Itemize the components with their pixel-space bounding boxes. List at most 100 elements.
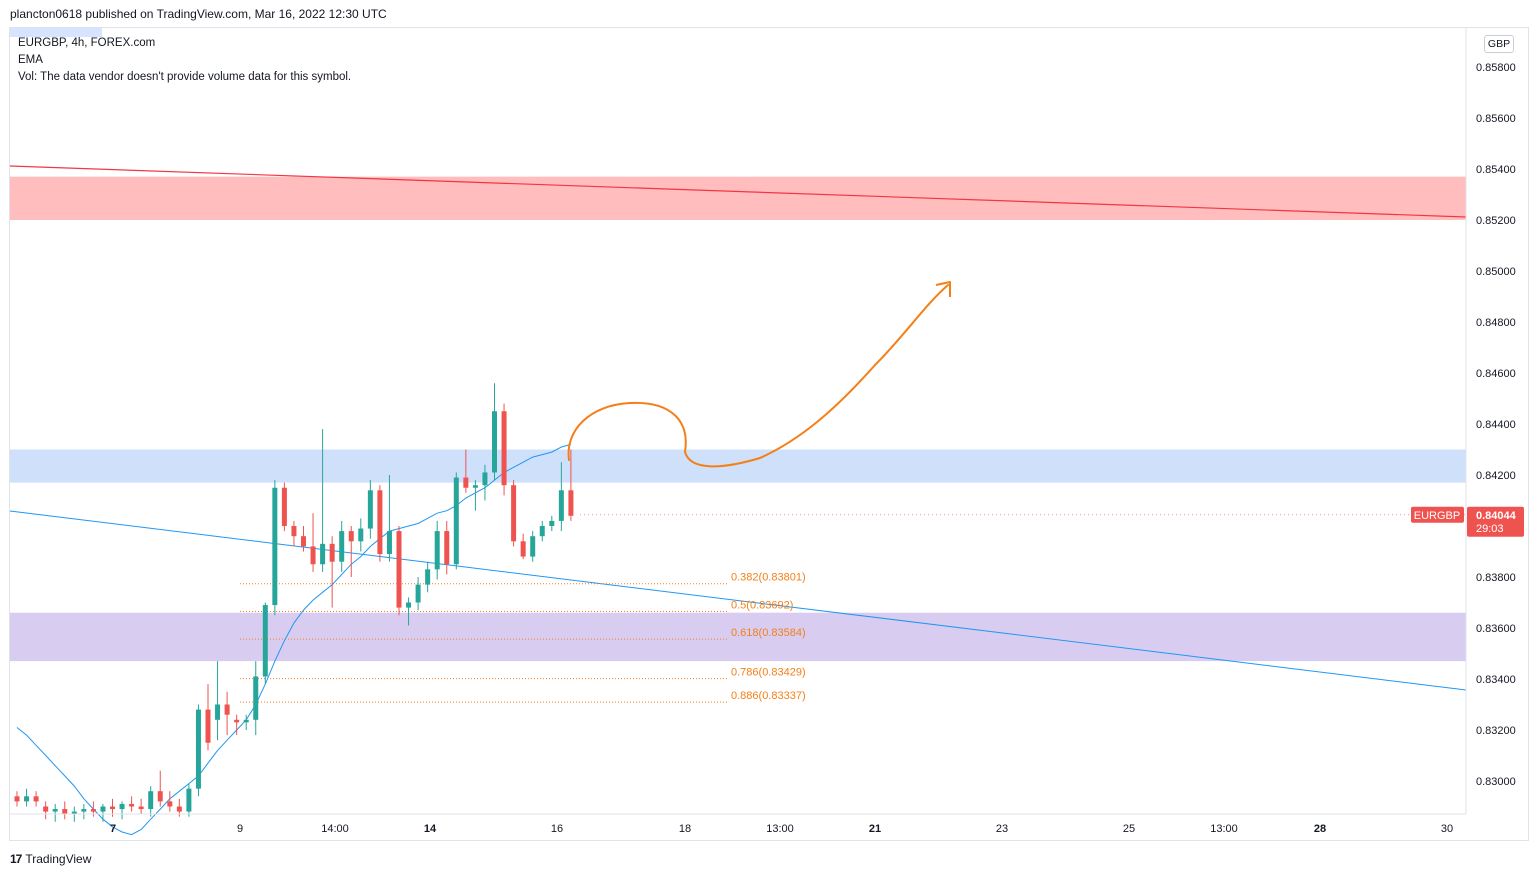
symbol-badge-text: EURGBP bbox=[1414, 510, 1460, 522]
candle-body bbox=[52, 809, 58, 812]
candle bbox=[377, 485, 383, 562]
candles-layer bbox=[14, 383, 574, 822]
published-caption: plancton0618 published on TradingView.co… bbox=[10, 7, 387, 21]
candle bbox=[281, 482, 287, 532]
candle bbox=[215, 661, 221, 741]
candle bbox=[157, 770, 163, 807]
candle bbox=[568, 449, 574, 521]
candle bbox=[138, 798, 144, 815]
candle-body bbox=[453, 477, 459, 565]
candle-body bbox=[339, 531, 345, 562]
candle bbox=[262, 602, 268, 685]
time-tick-4: 16 bbox=[551, 823, 563, 835]
time-tick-2: 14:00 bbox=[321, 823, 349, 835]
time-tick-10: 13:00 bbox=[1210, 823, 1238, 835]
candle-body bbox=[14, 796, 20, 802]
forecast-arrow bbox=[567, 284, 949, 468]
ema-layer bbox=[16, 443, 572, 836]
candle-body bbox=[262, 605, 268, 677]
price-tick-2: 0.85400 bbox=[1476, 164, 1516, 176]
candle bbox=[301, 526, 306, 552]
price-badge bbox=[1467, 506, 1524, 537]
chart-legend[interactable]: EURGBP, 4h, FOREX.com EMA Vol: The data … bbox=[18, 35, 351, 86]
time-tick-11: 28 bbox=[1314, 823, 1326, 835]
price-tick-7: 0.84400 bbox=[1476, 419, 1516, 431]
candle-body bbox=[425, 569, 431, 585]
candle-body bbox=[367, 490, 373, 529]
candle-body bbox=[310, 546, 316, 565]
candle-body bbox=[463, 477, 469, 488]
candle bbox=[415, 577, 421, 611]
price-tick-12: 0.83200 bbox=[1476, 725, 1516, 737]
drawing-layer bbox=[567, 281, 951, 468]
price-tick-9: 0.83800 bbox=[1476, 572, 1516, 584]
candle bbox=[358, 518, 364, 552]
candle-body bbox=[558, 490, 564, 521]
candle-body bbox=[386, 531, 392, 555]
candle bbox=[320, 429, 326, 572]
candle bbox=[243, 714, 249, 730]
time-tick-0: 7 bbox=[110, 823, 116, 835]
candle-body bbox=[176, 806, 182, 812]
candle bbox=[558, 462, 564, 532]
candle-body bbox=[291, 526, 297, 537]
footer-brand[interactable]: 17 TradingView bbox=[10, 852, 91, 866]
candle bbox=[339, 520, 345, 572]
candle-body bbox=[492, 411, 497, 473]
fib-label-4: 0.886(0.83337) bbox=[731, 690, 806, 702]
legend-volume[interactable]: Vol: The data vendor doesn't provide vol… bbox=[18, 71, 352, 83]
legend-ema[interactable]: EMA bbox=[18, 54, 43, 66]
candle-body bbox=[444, 531, 450, 565]
candle bbox=[310, 513, 316, 572]
candle-body bbox=[195, 709, 201, 789]
price-tick-3: 0.85200 bbox=[1476, 215, 1516, 227]
legend-symbol[interactable]: EURGBP, 4h, FOREX.com bbox=[18, 37, 156, 49]
candle-body bbox=[520, 541, 526, 557]
candle-body bbox=[243, 719, 249, 723]
candle bbox=[224, 691, 230, 736]
price-badge-value: 0.84044 bbox=[1476, 510, 1517, 522]
candle bbox=[539, 520, 545, 542]
candle bbox=[100, 803, 106, 822]
candle bbox=[81, 803, 87, 820]
time-tick-3: 14 bbox=[424, 823, 437, 835]
candle bbox=[272, 480, 278, 616]
time-tick-6: 13:00 bbox=[766, 823, 794, 835]
currency-label[interactable]: GBP bbox=[1484, 35, 1514, 53]
candle-body bbox=[396, 531, 402, 608]
candle bbox=[119, 801, 125, 820]
candle bbox=[234, 714, 240, 736]
candle-body bbox=[501, 411, 507, 486]
time-tick-9: 25 bbox=[1123, 823, 1135, 835]
support-zone-blue bbox=[10, 449, 1466, 483]
time-axis: 7 9 14:00 14 16 18 13:00 21 23 25 13:00 28 30 bbox=[10, 813, 1466, 835]
candle-body bbox=[301, 536, 306, 547]
candle bbox=[253, 661, 259, 736]
footer-brand-text: TradingView bbox=[25, 852, 92, 866]
candle-body bbox=[100, 806, 106, 812]
candle bbox=[501, 403, 507, 496]
arrow-head-icon bbox=[935, 281, 951, 297]
price-tick-4: 0.85000 bbox=[1476, 266, 1516, 278]
candle-body bbox=[472, 485, 478, 488]
price-tick-13: 0.83000 bbox=[1476, 776, 1516, 788]
candle-body bbox=[530, 536, 536, 557]
candle bbox=[186, 783, 192, 817]
candle bbox=[396, 526, 402, 616]
legend-highlight bbox=[10, 28, 102, 37]
candle-body bbox=[348, 531, 354, 542]
candle bbox=[549, 515, 555, 532]
candle-body bbox=[71, 811, 77, 815]
candle bbox=[444, 520, 450, 575]
candle bbox=[43, 801, 49, 820]
candle-body bbox=[320, 543, 326, 565]
time-tick-7: 21 bbox=[869, 823, 881, 835]
candle-body bbox=[482, 472, 488, 486]
candle-body bbox=[568, 490, 574, 516]
candle-body bbox=[205, 709, 211, 743]
candle-body bbox=[62, 809, 68, 815]
candle-body bbox=[186, 788, 192, 812]
trendlines-layer bbox=[9, 165, 1467, 691]
